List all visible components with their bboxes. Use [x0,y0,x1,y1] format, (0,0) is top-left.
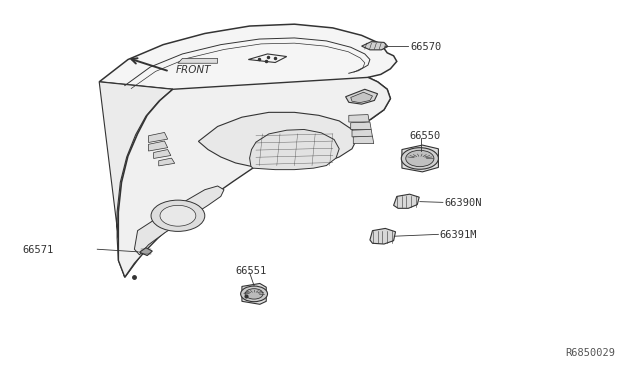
Polygon shape [134,186,224,255]
Polygon shape [362,42,388,50]
Ellipse shape [406,150,434,167]
Polygon shape [353,136,374,144]
Text: 66551: 66551 [236,266,267,276]
Polygon shape [118,77,390,277]
Polygon shape [140,248,152,256]
Circle shape [160,205,196,226]
Polygon shape [99,82,173,277]
Ellipse shape [241,286,268,302]
Circle shape [151,200,205,231]
Polygon shape [99,24,397,277]
Polygon shape [148,141,168,151]
Ellipse shape [401,148,438,169]
Polygon shape [352,129,372,137]
Polygon shape [178,58,218,63]
Polygon shape [402,145,438,172]
Text: FRONT: FRONT [176,65,211,75]
Polygon shape [351,122,371,129]
Text: 66571: 66571 [22,245,54,254]
Text: 66570: 66570 [410,42,442,51]
Polygon shape [394,194,419,208]
Text: R6850029: R6850029 [566,348,616,358]
Polygon shape [198,112,357,168]
Polygon shape [349,115,369,122]
Text: 66550: 66550 [410,131,441,141]
Text: 66390N: 66390N [444,198,482,208]
Polygon shape [370,228,396,244]
Polygon shape [351,92,372,103]
Polygon shape [154,150,171,158]
Polygon shape [159,158,175,166]
Ellipse shape [245,289,263,299]
Polygon shape [242,283,266,304]
Polygon shape [346,89,378,104]
Polygon shape [148,132,168,142]
Polygon shape [250,129,339,170]
Text: 66391M: 66391M [440,230,477,240]
